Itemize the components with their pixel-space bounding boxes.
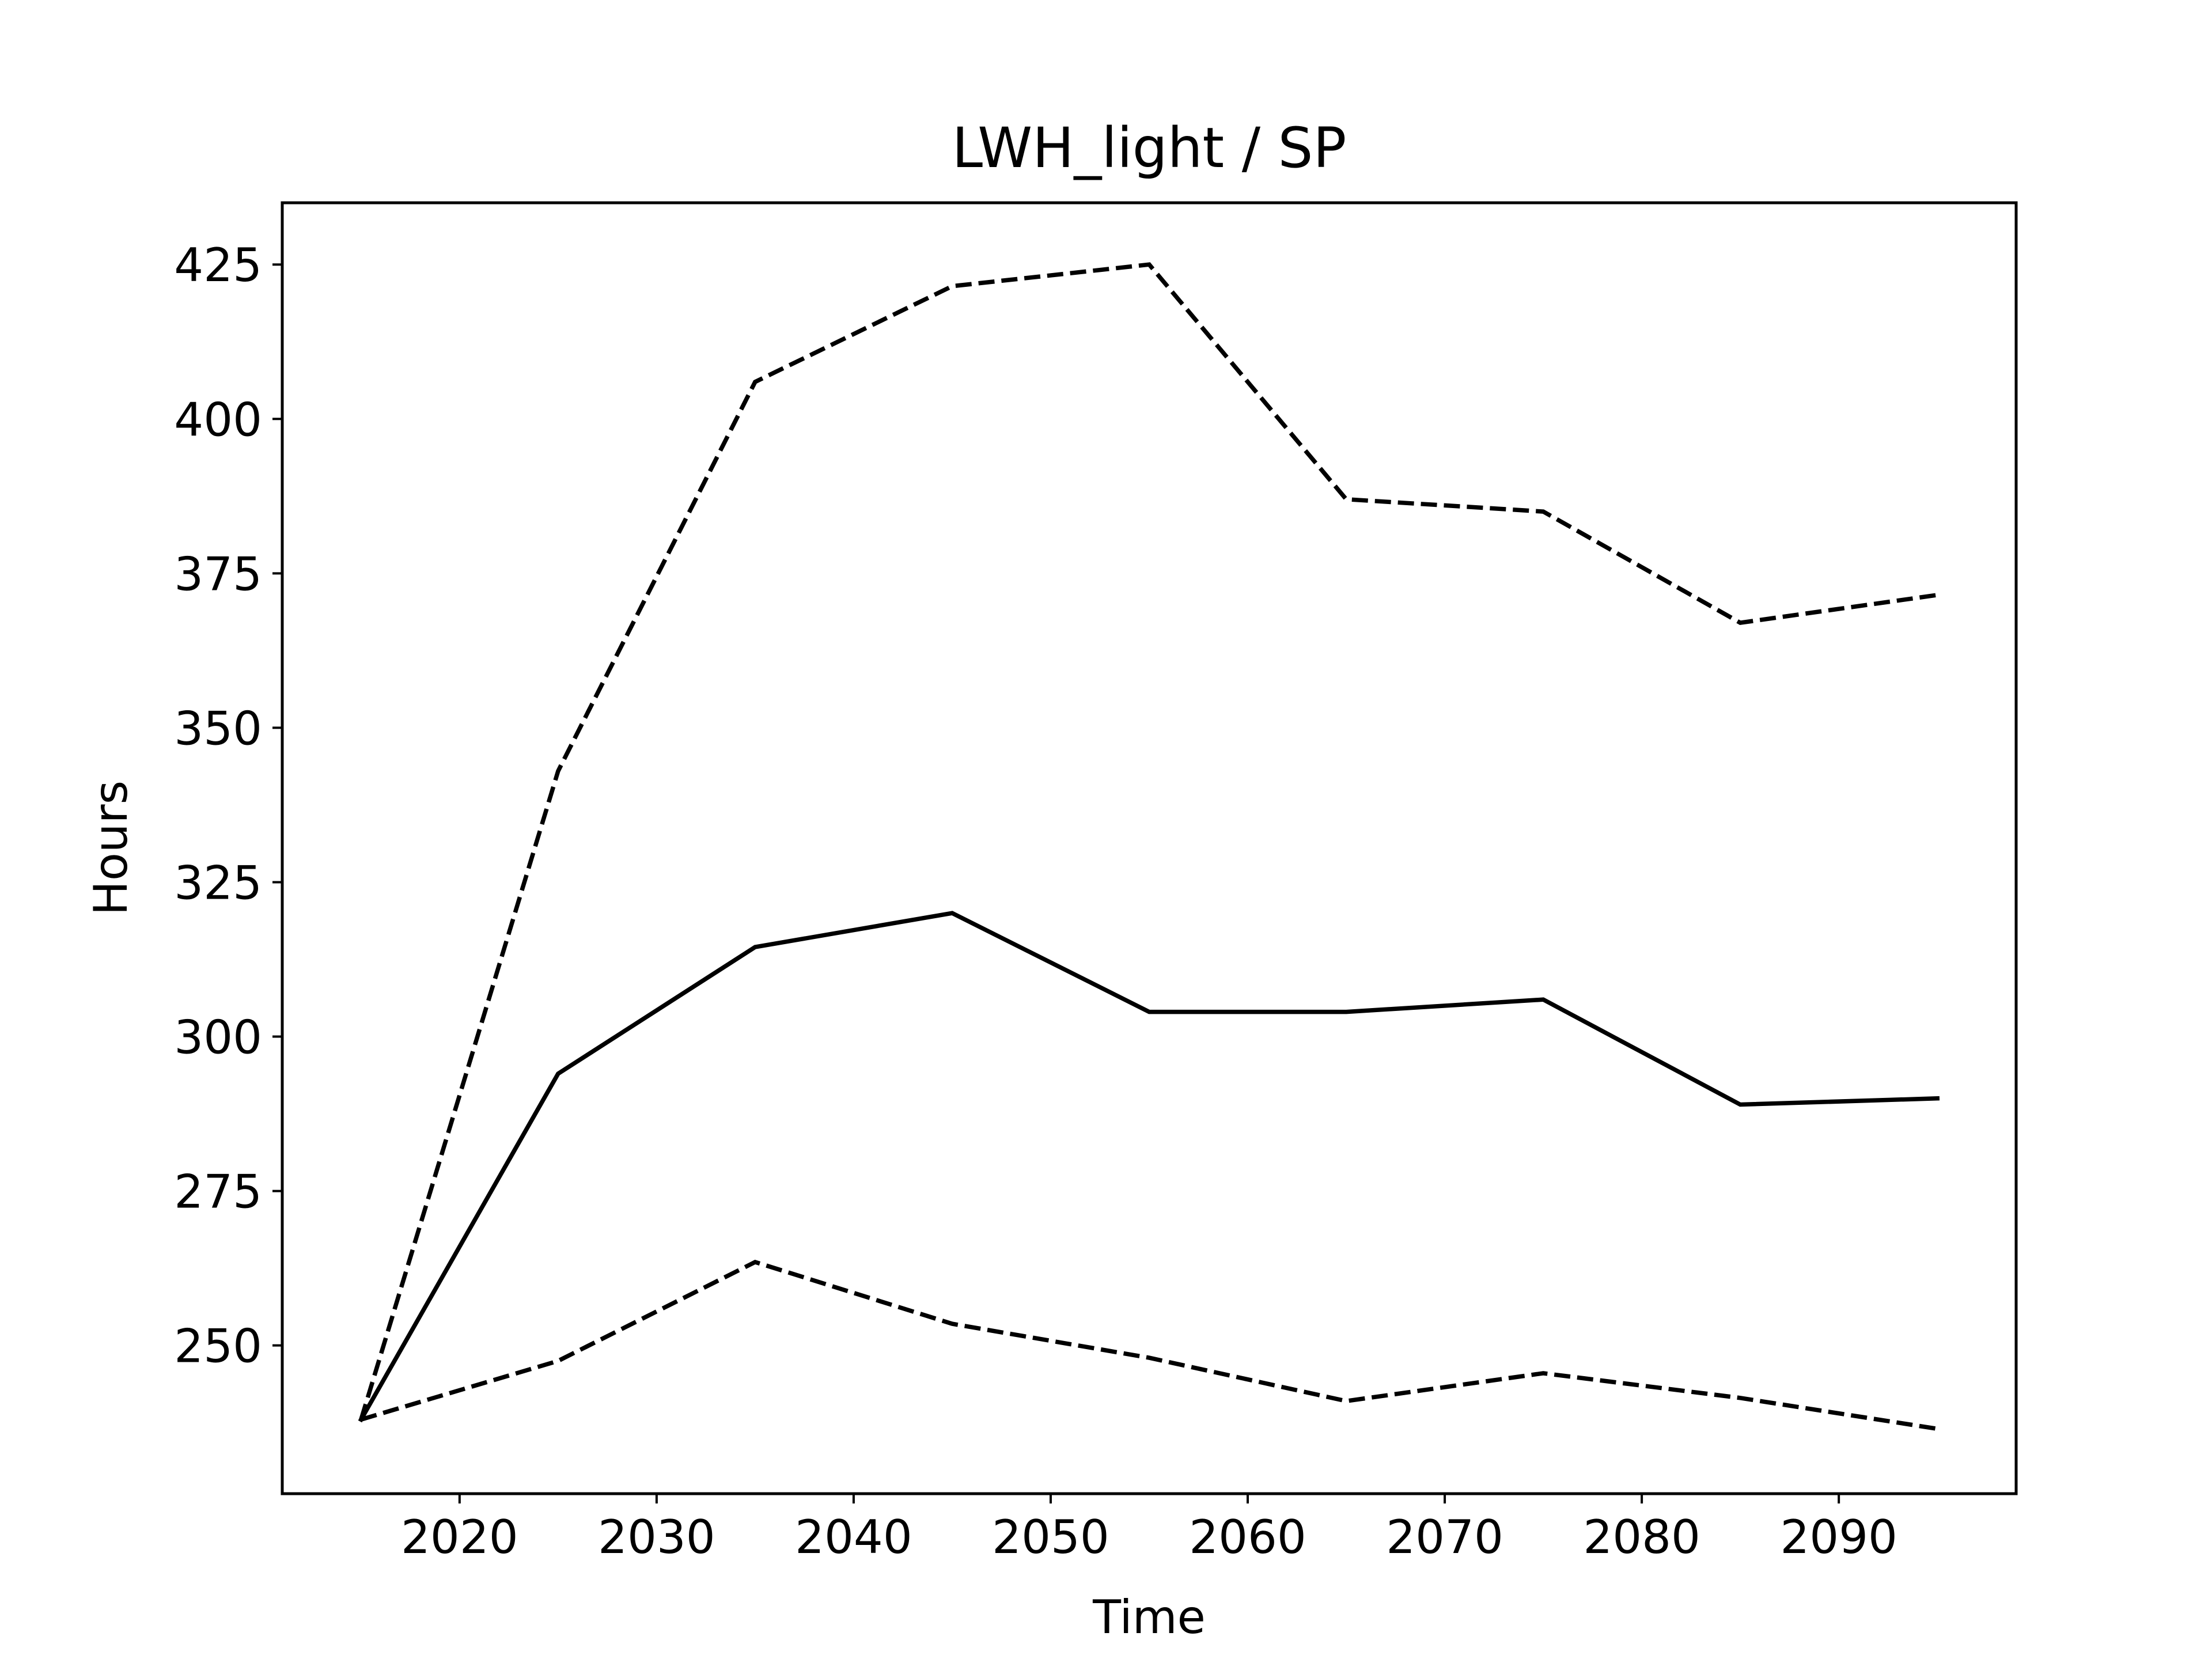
x-tick-label: 2020 <box>401 1510 518 1564</box>
x-tick-label: 2080 <box>1583 1510 1700 1564</box>
chart-title: LWH_light / SP <box>952 116 1347 180</box>
y-tick-label: 325 <box>174 856 262 910</box>
x-tick-label: 2060 <box>1189 1510 1306 1564</box>
y-tick-label: 375 <box>174 547 262 601</box>
x-axis-label: Time <box>1092 1590 1206 1644</box>
x-tick-label: 2090 <box>1780 1510 1897 1564</box>
y-tick-label: 250 <box>174 1320 262 1373</box>
y-axis-label: Hours <box>84 781 138 915</box>
y-tick-label: 350 <box>174 702 262 755</box>
x-tick-label: 2050 <box>992 1510 1109 1564</box>
y-tick-label: 300 <box>174 1011 262 1065</box>
series-line-2 <box>359 262 1938 1421</box>
plot-layer <box>358 262 1940 1431</box>
x-ticks: 2020 2030 2040 2050 2060 2070 2080 2090 <box>401 1494 1897 1564</box>
series-line-1 <box>358 911 1940 1423</box>
x-tick-label: 2070 <box>1386 1510 1503 1564</box>
y-tick-label: 400 <box>174 393 262 446</box>
axes-frame <box>281 201 2018 1495</box>
x-tick-label: 2040 <box>795 1510 912 1564</box>
series-line-3 <box>360 1259 1938 1431</box>
y-tick-label: 275 <box>174 1165 262 1219</box>
y-ticks: 250 275 300 325 350 375 400 425 <box>174 238 282 1373</box>
x-tick-label: 2030 <box>598 1510 715 1564</box>
y-tick-label: 425 <box>174 238 262 292</box>
